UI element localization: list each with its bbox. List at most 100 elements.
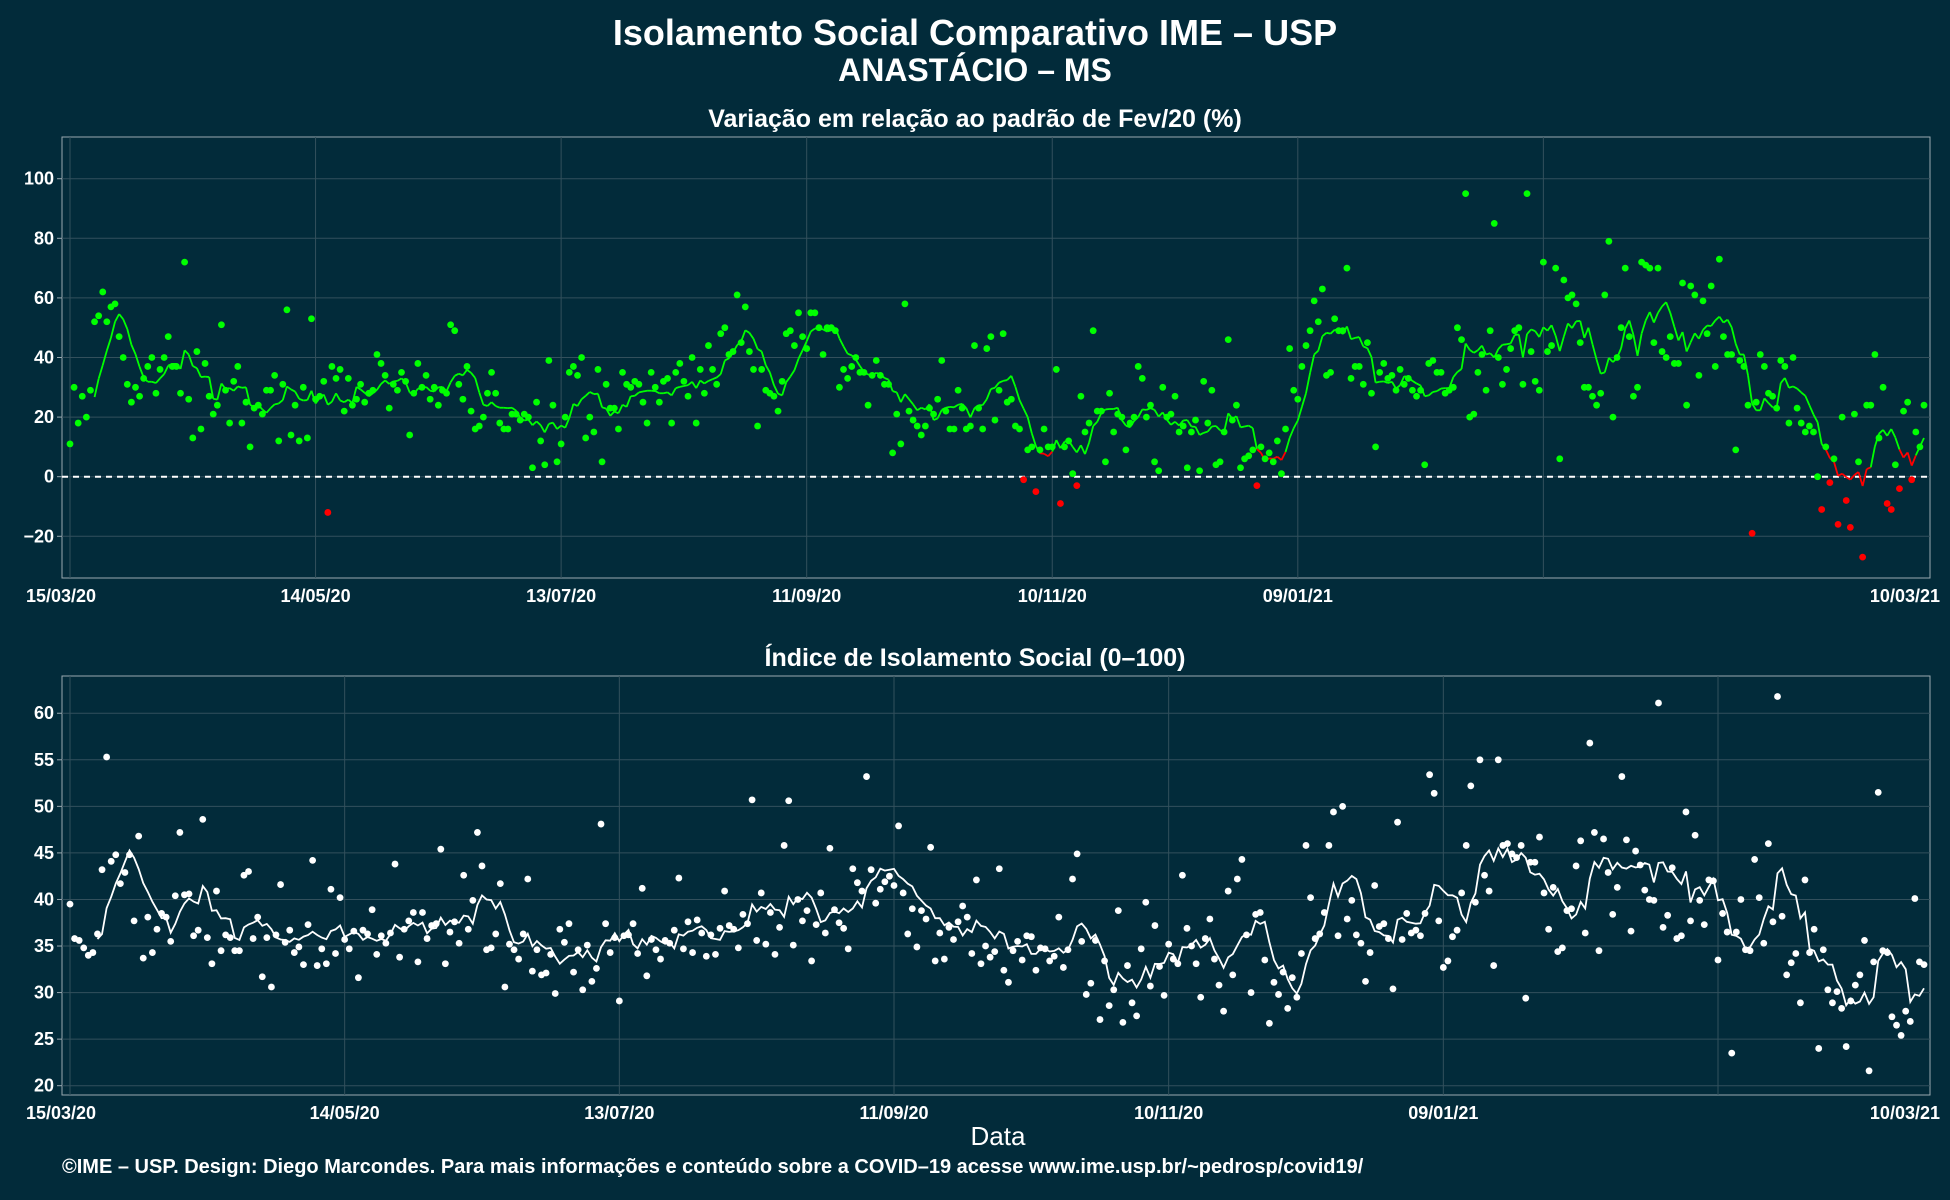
p1-mean-segment xyxy=(712,376,717,381)
p1-point xyxy=(983,345,991,352)
p1-point xyxy=(1507,345,1515,352)
p1-x-tick-label: 09/01/21 xyxy=(1263,586,1333,606)
p2-y-tick-label: 35 xyxy=(34,936,54,956)
p1-point xyxy=(803,345,811,352)
p2-point xyxy=(908,905,916,913)
p1-point xyxy=(447,321,455,329)
p1-mean-segment xyxy=(1244,424,1249,428)
p2-point xyxy=(469,896,477,904)
p2-point xyxy=(725,922,733,929)
p1-mean-segment xyxy=(1718,316,1725,324)
p1-mean-segment xyxy=(1305,372,1311,394)
p2-point xyxy=(1014,937,1021,945)
p1-point xyxy=(1261,455,1269,463)
p1-point xyxy=(995,386,1003,394)
p1-mean-segment xyxy=(781,381,788,396)
p1-mean-segment xyxy=(638,390,644,394)
p2-point xyxy=(716,924,724,932)
p1-point xyxy=(246,443,254,451)
p1-point xyxy=(189,434,197,442)
p2-point xyxy=(1613,883,1621,891)
p2-point xyxy=(1348,896,1356,904)
p1-point xyxy=(1826,479,1834,487)
p1-mean-segment xyxy=(527,419,534,426)
p2-point xyxy=(579,986,587,994)
p1-mean-segment xyxy=(1710,319,1716,327)
p2-point xyxy=(1055,913,1063,921)
p1-mean-segment xyxy=(1346,326,1352,340)
p1-point xyxy=(1539,258,1547,266)
p1-point xyxy=(156,366,164,373)
p1-mean-segment xyxy=(1530,328,1536,332)
p1-mean-segment xyxy=(351,386,358,404)
p1-point xyxy=(148,354,156,361)
p1-mean-segment xyxy=(425,386,431,392)
p2-point xyxy=(1439,964,1447,971)
p1-mean-segment xyxy=(1248,424,1254,429)
p1-point xyxy=(860,368,868,376)
p1-point xyxy=(1089,327,1097,335)
p2-point xyxy=(1920,961,1928,969)
p1-point xyxy=(1470,410,1478,418)
p1-point xyxy=(594,366,602,373)
p1-point xyxy=(1097,407,1105,415)
p1-point xyxy=(1343,264,1351,272)
p2-point xyxy=(199,815,207,823)
p2-point xyxy=(185,890,193,898)
p2-point xyxy=(1906,1018,1914,1025)
p1-mean-segment xyxy=(1088,425,1095,443)
p1-mean-segment xyxy=(1207,425,1213,433)
p1-point xyxy=(78,392,86,400)
p1-mean-segment xyxy=(1030,432,1037,447)
p1-mean-segment xyxy=(155,377,161,384)
p1-mean-segment xyxy=(1497,344,1504,350)
p1-point xyxy=(111,300,119,308)
p1-point xyxy=(921,422,929,430)
p1-point xyxy=(1568,291,1576,299)
p1-point xyxy=(999,330,1007,338)
p2-point xyxy=(849,865,857,873)
p2-point xyxy=(904,930,912,938)
p2-point xyxy=(1751,856,1759,863)
p2-point xyxy=(98,866,106,874)
p1-point xyxy=(271,371,279,379)
p1-mean-segment xyxy=(1199,432,1205,436)
p2-point xyxy=(1508,850,1516,858)
p1-mean-segment xyxy=(663,391,668,395)
p1-mean-segment xyxy=(912,403,918,411)
p2-point xyxy=(496,880,504,888)
p1-mean-segment xyxy=(552,422,558,430)
p1-point xyxy=(516,416,524,424)
p1-mean-segment xyxy=(470,372,476,379)
p1-point xyxy=(1363,339,1371,347)
p1-mean-segment xyxy=(495,405,501,409)
p1-mean-segment xyxy=(356,386,362,391)
p1-point xyxy=(1527,348,1535,355)
p2-point xyxy=(1581,929,1589,937)
p2-point xyxy=(1710,877,1717,885)
p2-point xyxy=(1513,854,1520,861)
p1-point xyxy=(770,392,778,400)
p1-point xyxy=(1842,497,1850,504)
p2-point xyxy=(1824,986,1832,994)
p1-mean-segment xyxy=(634,391,640,397)
p1-point xyxy=(1253,482,1261,490)
p1-mean-segment xyxy=(1489,352,1495,359)
p2-point xyxy=(1032,966,1040,974)
p1-point xyxy=(1061,443,1068,451)
p2-point xyxy=(213,887,220,895)
p1-point xyxy=(1118,413,1126,421)
p1-point xyxy=(1175,428,1183,436)
p1-y-tick-label: 40 xyxy=(34,348,54,368)
p1-mean-segment xyxy=(429,389,435,393)
p1-point xyxy=(721,324,729,332)
p1-mean-segment xyxy=(1591,344,1598,360)
p1-mean-segment xyxy=(793,358,800,371)
p1-point xyxy=(893,410,901,418)
p2-point xyxy=(762,940,770,948)
p1-mean-segment xyxy=(1587,327,1594,345)
p1-point xyxy=(213,401,221,409)
p1-point xyxy=(1867,401,1875,409)
p1-point xyxy=(1699,297,1707,305)
p1-mean-segment xyxy=(1321,332,1328,337)
